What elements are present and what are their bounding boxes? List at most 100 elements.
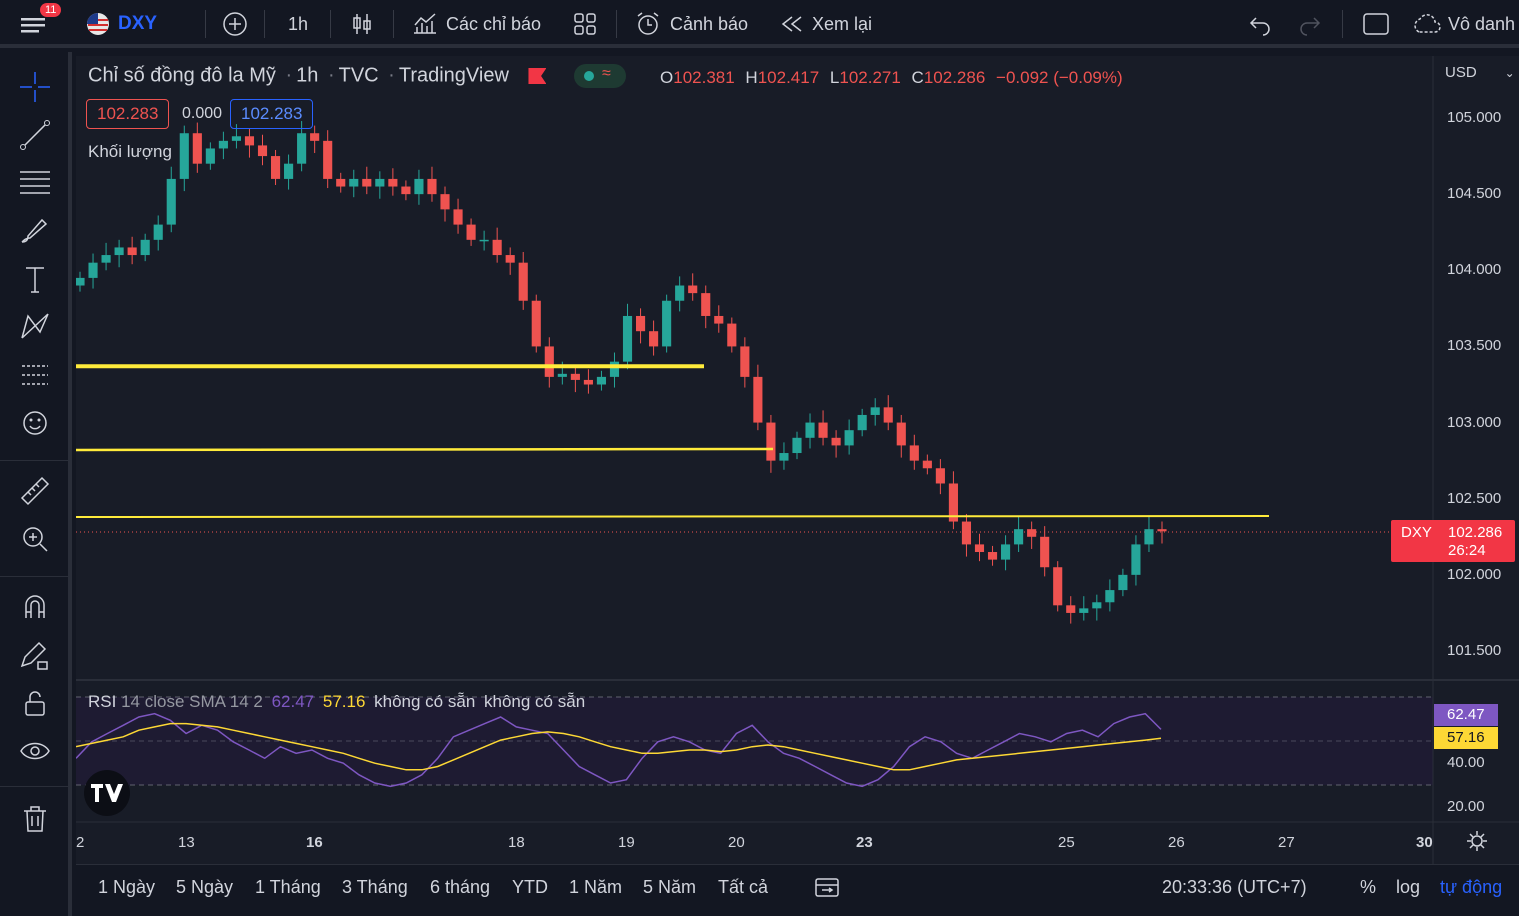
ohlc-values: O102.381 H102.417 L102.271 C102.286 −0.0… — [660, 68, 1123, 88]
lock-tool[interactable] — [16, 684, 54, 722]
range-button[interactable]: 3 Tháng — [342, 876, 408, 897]
candle-body — [1144, 529, 1154, 545]
buy-price-button[interactable]: 102.283 — [230, 99, 314, 129]
current-price: 102.286 — [1448, 524, 1503, 541]
brush-tool[interactable] — [16, 212, 54, 250]
add-symbol-button[interactable] — [222, 0, 248, 48]
chart-area[interactable]: Chỉ số đồng đô la Mỹ · 1h · TVC · TradingVi… — [76, 56, 1519, 864]
chart-type-button[interactable] — [350, 0, 374, 48]
candle-body — [753, 376, 763, 423]
pattern-tool[interactable] — [16, 308, 54, 346]
candle-body — [557, 373, 567, 377]
candle-body — [284, 163, 294, 179]
candle-body — [401, 186, 411, 195]
candle-body — [1092, 602, 1102, 609]
axis-settings-button[interactable] — [1466, 830, 1488, 857]
candle-body — [609, 361, 620, 377]
low-value: 102.271 — [839, 68, 901, 87]
layout-button[interactable] — [572, 0, 598, 48]
undo-button[interactable] — [1248, 0, 1272, 48]
menu-button[interactable]: 11 — [18, 0, 62, 48]
indicators-button[interactable]: Các chỉ báo — [412, 0, 541, 48]
candle-body — [1053, 567, 1063, 606]
range-button[interactable]: 5 Năm — [643, 876, 697, 897]
lock-draw-tool[interactable] — [16, 636, 54, 674]
currency-selector[interactable]: USD ⌄ — [1445, 64, 1515, 81]
emoji-tool[interactable] — [16, 404, 54, 442]
market-status-pill[interactable]: ≈ — [574, 64, 627, 88]
alarm-clock-icon — [637, 12, 659, 35]
text-tool[interactable] — [16, 260, 54, 298]
crosshair-tool[interactable] — [16, 68, 54, 106]
candle-body — [479, 239, 489, 242]
date-range-button[interactable] — [814, 865, 840, 909]
candle-body — [179, 133, 189, 179]
horizontal-level-line[interactable] — [76, 447, 774, 452]
candle-body — [596, 376, 607, 385]
brush-icon — [21, 218, 48, 243]
candle-body — [310, 133, 320, 141]
redo-button[interactable] — [1298, 0, 1322, 48]
auto-scale-button[interactable]: tự động — [1440, 876, 1503, 897]
flag-icon[interactable] — [528, 68, 547, 84]
zoom-tool[interactable] — [16, 520, 54, 558]
rsi-line — [76, 712, 1162, 788]
symbol-search-button[interactable]: DXY — [86, 0, 157, 48]
range-button[interactable]: Tất cả — [718, 876, 769, 897]
range-button[interactable]: 6 tháng — [430, 876, 491, 897]
time-axis-label: 27 — [1278, 834, 1295, 851]
chart-canvas[interactable] — [76, 56, 1519, 864]
rsi-legend-value: 62.47 — [271, 692, 315, 711]
range-button[interactable]: YTD — [512, 876, 548, 897]
candle-body — [570, 373, 580, 380]
high-value: 102.417 — [757, 68, 820, 87]
candle-body — [1157, 529, 1167, 532]
candle-body — [114, 247, 124, 256]
timezone-button[interactable]: 20:33:36 (UTC+7) — [1162, 876, 1307, 897]
delete-tool[interactable] — [16, 800, 54, 838]
unlock-icon — [25, 691, 45, 716]
smiley-icon — [23, 411, 47, 435]
horizontal-level-line[interactable] — [76, 514, 1270, 518]
alert-button[interactable]: Cảnh báo — [634, 0, 748, 48]
candle-body — [1040, 536, 1050, 568]
price-axis-label: 104.000 — [1447, 261, 1502, 279]
legend-provider: TradingView — [398, 64, 509, 87]
magnet-tool[interactable] — [16, 588, 54, 626]
range-button[interactable]: 1 Tháng — [255, 876, 321, 897]
candle-body — [1066, 605, 1076, 613]
tilde-icon: ≈ — [602, 65, 611, 82]
price-axis-label: 101.500 — [1447, 642, 1502, 659]
fib-lines-icon — [20, 171, 50, 194]
tradingview-logo[interactable] — [84, 770, 130, 816]
candle-body — [336, 178, 346, 187]
candle-body — [297, 133, 307, 164]
rsi-sma-line — [76, 722, 1162, 771]
percent-scale-button[interactable]: % — [1360, 876, 1377, 897]
range-button[interactable]: 5 Ngày — [176, 876, 234, 897]
candle-body — [883, 407, 893, 423]
trend-line-tool[interactable] — [16, 116, 54, 154]
range-button[interactable]: 1 Ngày — [98, 876, 156, 897]
interval-button[interactable]: 1h — [288, 0, 308, 48]
symbol-name: DXY — [118, 13, 158, 34]
change-value: −0.092 (−0.09%) — [996, 68, 1123, 87]
replay-button[interactable]: Xem lại — [780, 0, 872, 48]
candle-body — [140, 239, 150, 256]
measure-tool[interactable] — [16, 472, 54, 510]
redo-icon — [1300, 17, 1321, 36]
sell-price-button[interactable]: 102.283 — [86, 99, 170, 129]
account-button[interactable]: Vô danh — [1410, 0, 1515, 48]
price-axis-label: 102.500 — [1447, 489, 1502, 507]
candle-body — [1001, 544, 1011, 560]
range-button[interactable]: 1 Năm — [569, 876, 623, 897]
fib-tool[interactable] — [16, 164, 54, 202]
visibility-tool[interactable] — [16, 732, 54, 770]
calendar-range-icon — [815, 878, 839, 897]
fullscreen-button[interactable] — [1362, 0, 1390, 48]
candle-body — [349, 178, 359, 187]
candle-body — [192, 133, 202, 164]
candle-body — [635, 315, 646, 332]
forecast-tool[interactable] — [16, 356, 54, 394]
log-scale-button[interactable]: log — [1396, 876, 1421, 897]
